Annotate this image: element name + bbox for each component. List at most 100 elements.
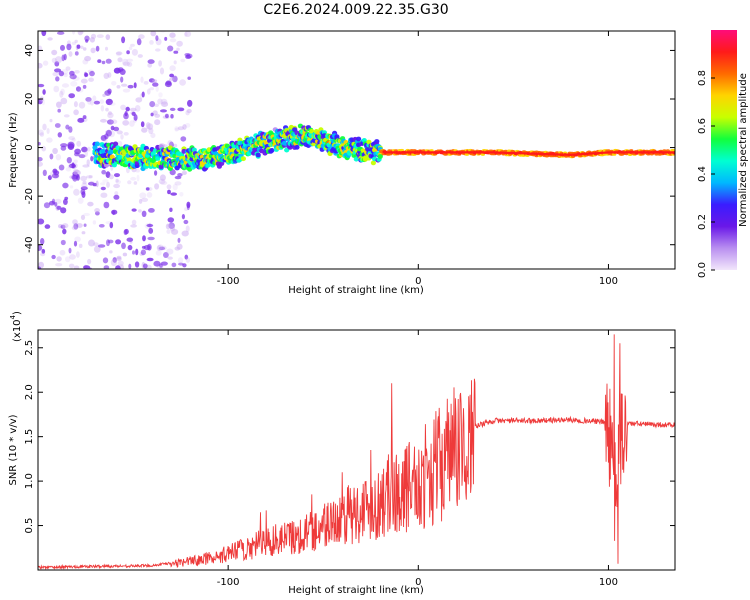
heatmap-noise-cell [146,257,154,262]
heatmap-noise-cell [152,82,159,87]
heatmap-noise-cell [120,134,124,140]
heatmap-noise-cell [147,236,155,241]
heatmap-noise-cell [185,123,191,128]
snr-y-axis-label: SNR (10 * v/v) [8,414,19,485]
heatmap-noise-cell [82,84,87,89]
heatmap-noise-cell [77,31,83,36]
svg-text:(x104): (x104) [9,311,23,342]
heatmap-noise-cell [163,252,169,258]
heatmap-noise-cell [148,208,155,213]
heatmap-noise-cell [110,119,118,124]
heatmap-noise-cell [149,40,154,45]
snr-x-tick-label: 0 [415,577,421,588]
heatmap-noise-cell [139,192,147,199]
heatmap-noise-cell [178,262,184,266]
heatmap-noise-cell [73,265,80,269]
heatmap-noise-cell [81,182,88,190]
heatmap-noise-cell [80,175,87,182]
heatmap-noise-cell [176,40,183,47]
heatmap-noise-cell [54,123,61,128]
heatmap-noise-cell [108,174,114,180]
heatmap-noise-cell [73,169,81,176]
heatmap-noise-cell [123,132,129,136]
heatmap-noise-cell [129,107,137,112]
heatmap-noise-cell [146,223,154,228]
heatmap-noise-cell [141,91,145,98]
heatmap-noise-cell [107,72,112,78]
heatmap-noise-cell [110,125,115,131]
heatmap-noise-cell [174,126,179,132]
heatmap-noise-cell [88,239,95,247]
heatmap-noise-cell [185,225,190,233]
heatmap-noise-cell [77,117,85,123]
heatmap-noise-cell [88,77,94,82]
heatmap-noise-cell [169,77,175,81]
heatmap-noise-cell [152,110,158,116]
heatmap-noise-cell [187,76,191,80]
heatmap-noise-cell [113,194,120,200]
heatmap-noise-cell [64,196,69,201]
heatmap-noise-cell [57,108,61,113]
heatmap-noise-cell [147,59,155,64]
heatmap-ridge-cell [132,144,138,150]
heatmap-noise-cell [83,71,88,78]
heatmap-noise-cell [121,83,128,87]
spectrogram-x-tick-label: -100 [217,276,240,287]
snr-series-line [38,334,675,570]
heatmap-noise-cell [154,113,161,118]
snr-multiplier-exp: 4 [9,314,17,319]
heatmap-noise-cell [65,167,72,172]
heatmap-noise-cell [95,45,100,52]
heatmap-noise-cell [38,99,43,105]
heatmap-noise-cell [150,132,156,139]
heatmap-noise-cell [55,76,60,82]
heatmap-noise-cell [74,39,78,44]
heatmap-noise-cell [164,36,168,41]
heatmap-ridge-cell [269,148,275,153]
heatmap-noise-cell [179,192,184,197]
heatmap-noise-cell [150,112,154,117]
colorbar-label: Normalized spectral amplitude [738,73,749,227]
heatmap-noise-cell [121,242,126,250]
heatmap-noise-cell [99,99,105,104]
heatmap-noise-cell [42,123,47,131]
heatmap-noise-cell [113,183,120,189]
heatmap-noise-cell [167,45,174,52]
heatmap-noise-cell [100,105,105,112]
snr-multiplier-close: ) [12,311,23,315]
spectrogram-frame [37,30,676,270]
heatmap-noise-cell [122,120,130,126]
heatmap-noise-cell [130,176,137,181]
heatmap-noise-cell [165,113,169,119]
heatmap-noise-cell [73,223,79,230]
heatmap-noise-cell [46,137,53,143]
heatmap-noise-cell [164,81,172,88]
heatmap-noise-cell [74,51,79,56]
heatmap-noise-cell [41,99,45,106]
snr-x-ticks: -100 0 100 [217,330,618,588]
heatmap-noise-cell [73,159,78,164]
heatmap-noise-cell [160,245,167,251]
heatmap-noise-cell [55,263,63,267]
heatmap-noise-cell [76,140,82,147]
heatmap-noise-cell [184,32,188,37]
heatmap-noise-cell [128,263,132,269]
heatmap-noise-cell [186,108,192,114]
heatmap-noise-cell [154,119,161,126]
heatmap-noise-cell [181,170,187,175]
heatmap-noise-cell [75,86,82,92]
heatmap-ridge-cell [100,148,106,154]
heatmap-noise-cell [180,136,187,142]
heatmap-noise-cell [84,35,90,42]
heatmap-noise-cell [60,88,65,96]
spectrogram-x-tick-label: 0 [415,276,421,287]
colorbar-tick-label: 0.6 [697,118,708,134]
heatmap-noise-cell [156,245,162,251]
heatmap-noise-cell [38,244,43,251]
heatmap-noise-cell [73,101,78,108]
heatmap-noise-cell [121,36,126,44]
heatmap-noise-cell [155,85,159,92]
heatmap-noise-cell [67,164,72,169]
heatmap-noise-cell [169,73,175,78]
heatmap-ridge-cell [92,145,98,151]
